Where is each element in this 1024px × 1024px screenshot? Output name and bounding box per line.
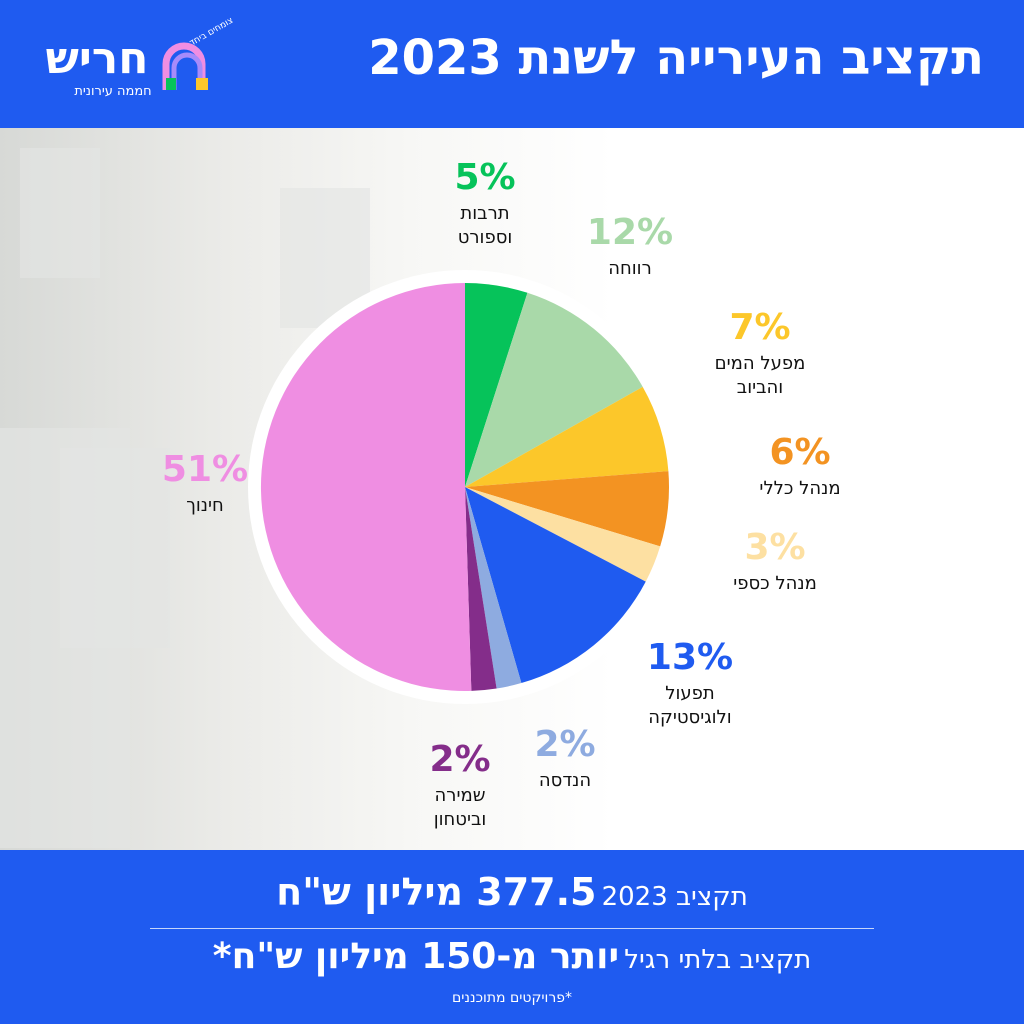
pie-slice <box>465 487 646 684</box>
slice-name: הנדסה <box>538 770 592 791</box>
slice-label: 12% רווחה <box>570 213 690 281</box>
slice-name-line2: וספורט <box>457 227 513 248</box>
slice-label: 6% מנהל כללי <box>730 433 870 501</box>
slice-name: רווחה <box>608 258 652 279</box>
pie-slice <box>465 386 669 487</box>
logo-arches-icon <box>162 42 208 90</box>
slice-percent: 2% <box>534 724 596 765</box>
slice-name-line2: ולוגיסטיקה <box>648 707 732 728</box>
slice-label: 5% תרבות וספורט <box>425 158 545 250</box>
slice-name: חינוך <box>186 495 224 516</box>
budget-total: תקציב 2023 377.5 מיליון ש"ח <box>0 870 1024 914</box>
harish-logo: חריש חממה עירונית צומחים ביחד <box>40 16 250 104</box>
slice-percent: 7% <box>729 307 791 348</box>
slice-percent: 13% <box>646 637 734 678</box>
slice-name-line2: וביטחון <box>433 809 487 830</box>
slice-percent: 3% <box>744 527 806 568</box>
page-title: תקציב העירייה לשנת 2023 <box>368 30 984 86</box>
slice-label: 13% תפעול ולוגיסטיקה <box>620 638 760 730</box>
chart-area: 5% תרבות וספורט 12% רווחה 7% מפעל המים והביוב 6%… <box>0 128 1024 850</box>
background-building <box>60 448 170 648</box>
slice-name: תפעול <box>665 683 715 704</box>
slice-label: 2% הנדסה <box>510 725 620 793</box>
slice-percent: 6% <box>769 432 831 473</box>
slice-name: מנהל כללי <box>759 478 841 499</box>
slice-label: 2% שמירה וביטחון <box>400 740 520 832</box>
slice-percent: 5% <box>454 157 516 198</box>
slice-name: תרבות <box>460 203 510 224</box>
slice-percent: 2% <box>429 739 491 780</box>
background-building <box>20 148 100 278</box>
extra-amount: יותר מ-150 מיליון ש"ח* <box>212 936 620 977</box>
budget-prefix: תקציב 2023 <box>601 882 748 912</box>
pie-slice <box>465 487 497 691</box>
slice-percent: 51% <box>161 449 249 490</box>
footer-divider <box>150 928 874 929</box>
slice-name: מפעל המים <box>714 353 806 374</box>
slice-label: 51% חינוך <box>150 450 260 518</box>
logo-tagline: חממה עירונית <box>74 84 152 99</box>
slice-percent: 12% <box>586 212 674 253</box>
pie-chart <box>248 270 682 704</box>
pie-slice <box>260 283 472 691</box>
slice-name-line2: והביוב <box>736 377 784 398</box>
slice-label: 7% מפעל המים והביוב <box>690 308 830 400</box>
pie-slice <box>465 487 661 582</box>
extra-prefix: תקציב בלתי רגיל <box>624 945 812 975</box>
pie-slice <box>465 471 669 547</box>
pie-slice <box>465 487 522 689</box>
slice-label: 3% מנהל כספי <box>710 528 840 596</box>
pie-slice <box>465 292 643 487</box>
slice-name: מנהל כספי <box>733 573 817 594</box>
header-bar: חריש חממה עירונית צומחים ביחד תקציב העיר… <box>0 0 1024 128</box>
slice-name: שמירה <box>434 785 486 806</box>
extra-budget: תקציב בלתי רגיל יותר מ-150 מיליון ש"ח* <box>0 936 1024 977</box>
footer-bar: תקציב 2023 377.5 מיליון ש"ח תקציב בלתי ר… <box>0 850 1024 1024</box>
logo-name: חריש <box>45 33 149 84</box>
budget-amount: 377.5 מיליון ש"ח <box>276 870 597 914</box>
pie-slice <box>465 283 528 487</box>
footnote: *פרויקטים מתוכננים <box>451 990 573 1006</box>
